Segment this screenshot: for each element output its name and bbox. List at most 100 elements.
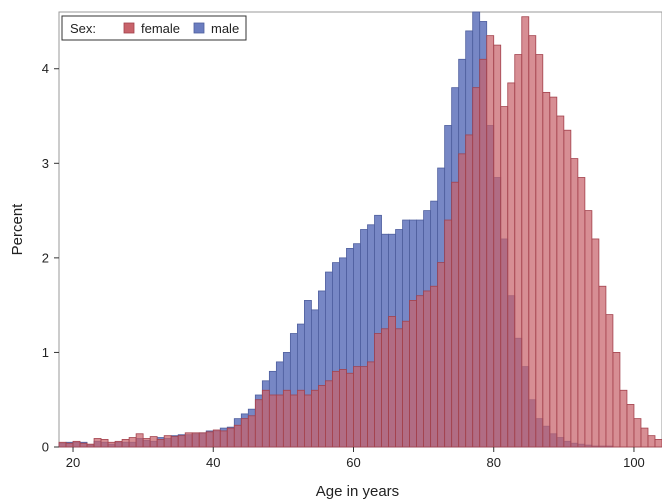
female-legend-label: female	[141, 21, 180, 36]
female-bar	[353, 366, 361, 448]
female-bar	[409, 300, 417, 448]
female-bar	[142, 438, 151, 448]
female-bar	[640, 427, 649, 448]
female-bar	[219, 430, 228, 448]
female-bar	[612, 352, 621, 448]
female-bar	[100, 439, 109, 448]
female-bar	[528, 35, 537, 448]
female-bar	[346, 372, 354, 448]
female-bar	[282, 389, 291, 448]
legend: Sex: female male	[61, 15, 247, 41]
female-bar	[500, 106, 509, 448]
female-bar	[521, 16, 530, 448]
female-bar	[339, 369, 347, 448]
female-bar	[584, 210, 593, 448]
y-tick-label: 1	[42, 345, 49, 360]
x-tick-label: 40	[206, 455, 220, 470]
female-bar	[311, 389, 319, 448]
female-bar	[556, 115, 565, 448]
female-bar	[156, 439, 165, 448]
female-bar	[472, 87, 481, 448]
female-bar	[325, 380, 333, 448]
female-bar	[451, 181, 460, 448]
female-bar	[542, 91, 551, 448]
female-bar	[458, 153, 467, 448]
female-bar	[444, 219, 453, 448]
female-bar	[72, 440, 81, 448]
y-axis: 0 1 2 3 4	[42, 61, 59, 455]
female-bar	[591, 238, 600, 448]
female-bar	[507, 82, 516, 448]
female-bar	[563, 129, 572, 448]
female-bar	[212, 429, 221, 448]
female-bar	[605, 314, 614, 448]
female-bar	[240, 418, 249, 448]
female-bar	[296, 389, 305, 448]
female-bar	[198, 432, 207, 448]
female-bar	[577, 177, 586, 448]
female-bar	[304, 394, 312, 448]
female-bar	[647, 435, 656, 448]
legend-items: female male	[123, 21, 239, 36]
female-bar	[465, 134, 474, 448]
x-tick-label: 20	[66, 455, 80, 470]
female-bar	[381, 328, 389, 448]
y-axis-title: Percent	[9, 203, 26, 256]
female-bar	[149, 436, 158, 448]
female-bar	[114, 440, 123, 448]
legend-title: Sex:	[70, 21, 96, 36]
female-bar	[58, 441, 67, 448]
legend-box	[61, 15, 247, 41]
x-tick-label: 80	[486, 455, 500, 470]
female-bar	[437, 262, 446, 448]
x-tick-label: 60	[346, 455, 360, 470]
female-bar	[128, 437, 137, 448]
female-bar	[65, 442, 74, 448]
female-bar	[549, 96, 558, 448]
x-axis: 20 40 60 80 100	[66, 447, 645, 470]
female-bar	[163, 435, 172, 448]
y-tick-label: 4	[42, 61, 49, 76]
female-bar	[570, 158, 579, 448]
female-bar	[633, 418, 642, 448]
female-bar	[416, 295, 424, 448]
x-axis-title: Age in years	[316, 483, 399, 500]
female-bar	[233, 424, 242, 448]
female-bar	[86, 443, 95, 448]
female-bar	[289, 394, 298, 448]
female-bar	[423, 290, 432, 448]
female-bar	[261, 389, 270, 448]
female-bar	[388, 316, 396, 448]
male-legend-swatch	[193, 22, 205, 34]
female-bar	[79, 442, 88, 448]
female-bar	[268, 394, 277, 448]
y-tick-label: 0	[42, 440, 49, 455]
female-bar	[135, 433, 144, 448]
y-tick-label: 3	[42, 156, 49, 171]
female-bar	[332, 370, 340, 448]
male-legend-label: male	[211, 21, 239, 36]
female-bar	[395, 328, 403, 448]
female-bar	[626, 404, 635, 448]
female-bar	[318, 385, 326, 448]
female-bar	[493, 44, 502, 448]
female-bar	[402, 320, 410, 448]
bars-layer	[58, 11, 662, 448]
female-bar	[191, 432, 200, 448]
female-bar	[254, 399, 263, 448]
female-bar	[170, 436, 179, 448]
female-bar	[121, 439, 130, 448]
female-bar	[479, 58, 488, 448]
female-bar	[374, 333, 382, 448]
female-bar	[360, 366, 368, 448]
female-bar	[367, 361, 375, 448]
female-bar	[654, 439, 662, 448]
female-legend-swatch	[123, 22, 135, 34]
female-bar	[619, 389, 628, 448]
female-bar	[535, 54, 544, 448]
x-tick-label: 100	[623, 455, 645, 470]
female-bar	[486, 35, 495, 448]
female-bar	[247, 415, 256, 448]
female-bar	[598, 285, 607, 448]
